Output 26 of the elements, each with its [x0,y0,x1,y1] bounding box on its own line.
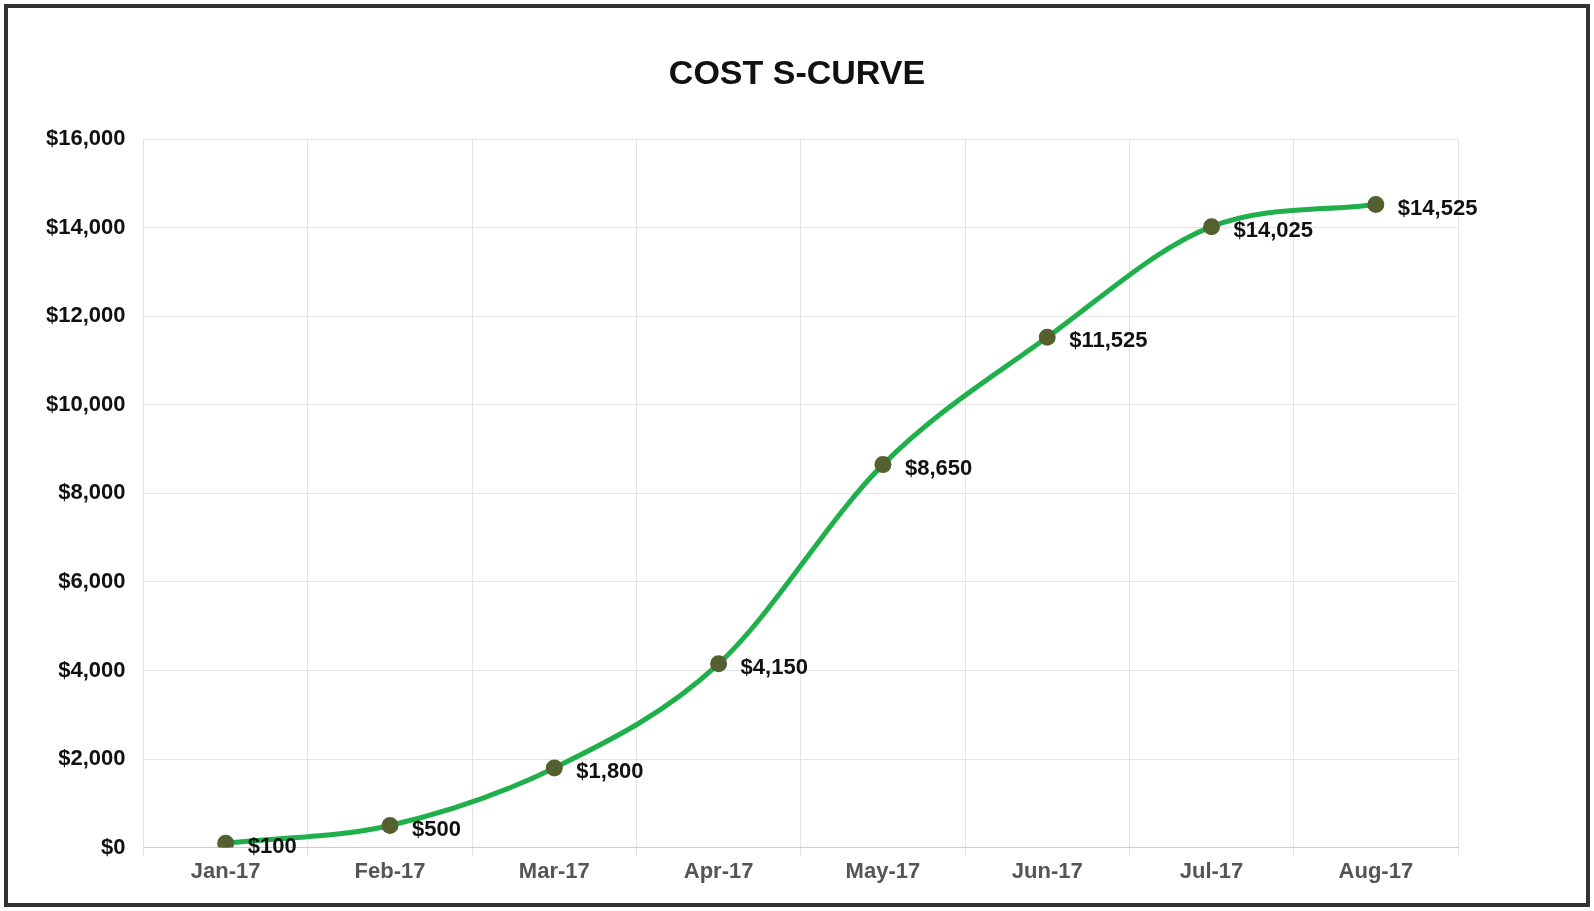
y-tick-label: $2,000 [58,745,126,771]
data-label: $4,150 [740,653,808,679]
y-tick-label: $0 [101,833,126,859]
data-label: $14,525 [1397,194,1478,220]
x-tick-label: Jan-17 [190,857,261,883]
x-tick-label: Jun-17 [1011,857,1083,883]
y-tick-label: $16,000 [45,125,126,151]
data-label: $14,025 [1233,216,1314,242]
y-tick-label: $12,000 [45,302,126,328]
x-tick-label: Aug-17 [1338,857,1414,883]
x-tick-label: Feb-17 [354,857,426,883]
x-tick-label: Mar-17 [518,857,590,883]
data-label: $1,800 [576,757,644,783]
chart-title: COST S-CURVE [667,53,927,92]
data-label: $500 [411,815,461,841]
data-label: $11,525 [1069,327,1148,353]
y-tick-label: $4,000 [58,656,126,682]
y-tick-label: $6,000 [58,568,126,594]
x-tick-label: May-17 [845,857,921,883]
x-tick-label: Jul-17 [1179,857,1244,883]
y-tick-label: $8,000 [58,479,126,505]
data-label: $100 [247,833,297,859]
x-tick-label: Apr-17 [683,857,754,883]
data-label: $8,650 [904,454,973,480]
y-tick-label: $14,000 [45,213,126,239]
y-tick-label: $10,000 [45,390,126,416]
